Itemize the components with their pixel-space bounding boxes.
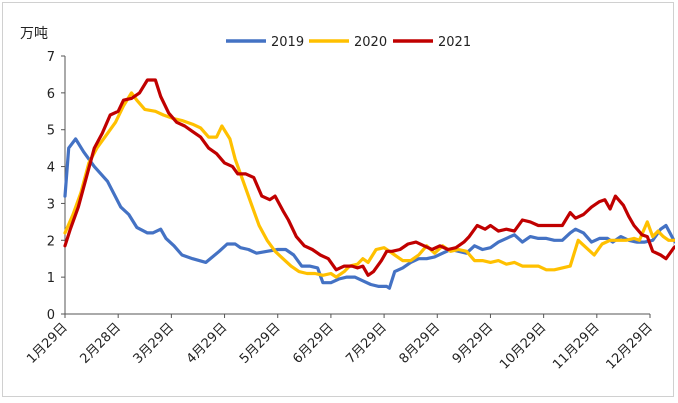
x-tick-label: 3月29日 (131, 320, 178, 367)
y-tick-label: 5 (47, 124, 55, 139)
legend-label: 2020 (354, 35, 387, 50)
y-tick-label: 1 (47, 271, 55, 286)
x-tick-label: 1月29日 (24, 320, 71, 367)
series-line-2021 (63, 78, 678, 277)
y-tick-label: 0 (47, 308, 55, 323)
x-tick-label: 8月29日 (397, 320, 444, 367)
x-tick-label: 4月29日 (184, 320, 231, 367)
series-lines (63, 78, 678, 290)
legend-item-2019: 2019 (226, 35, 304, 50)
series-line-2020 (63, 91, 678, 279)
legend-item-2021: 2021 (393, 35, 471, 50)
x-tick-label: 7月29日 (343, 320, 390, 367)
legend-label: 2021 (438, 35, 471, 50)
x-tick-label: 2月28日 (77, 320, 124, 367)
y-tick-label: 4 (47, 161, 55, 176)
x-tick-label: 11月29日 (550, 320, 602, 372)
x-tick-label: 6月29日 (290, 320, 337, 367)
y-axis-unit-label: 万吨 (20, 26, 48, 42)
legend-label: 2019 (271, 35, 304, 50)
y-tick-label: 7 (47, 50, 55, 65)
chart-legend: 2019 2020 2021 (226, 35, 471, 50)
legend-item-2020: 2020 (309, 35, 387, 50)
x-tick-label: 9月29日 (450, 320, 497, 367)
y-tick-label: 3 (47, 197, 55, 212)
x-tick-label: 5月29日 (237, 320, 284, 367)
x-tick-label: 10月29日 (497, 320, 549, 372)
x-axis: 1月29日 2月28日 3月29日 4月29日 5月29日 6月29日 7月29日 8月29日… (24, 313, 656, 373)
y-axis: 0 1 2 3 4 5 6 7 (47, 50, 66, 323)
y-tick-label: 2 (47, 234, 55, 249)
chart-frame: 万吨 2019 2020 2021 0 1 2 3 4 5 6 7 1月29日 2月28日 3月29日… (2, 2, 678, 397)
y-tick-label: 6 (47, 87, 55, 102)
x-tick-label: 12月29日 (603, 320, 655, 372)
line-chart: 万吨 2019 2020 2021 0 1 2 3 4 5 6 7 1月29日 2月28日 3月29日… (20, 26, 678, 373)
